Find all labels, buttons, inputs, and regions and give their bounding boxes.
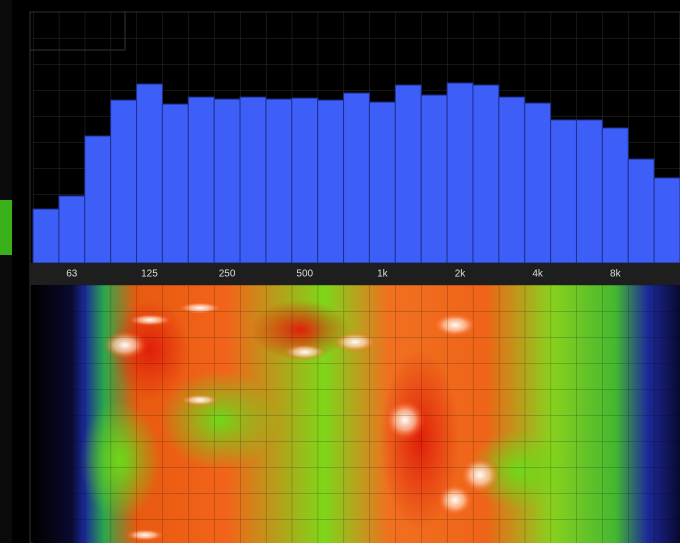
bar <box>32 208 60 264</box>
bar <box>110 99 138 264</box>
bar <box>161 103 189 264</box>
bar <box>343 92 370 264</box>
bar <box>653 177 680 264</box>
x-tick-label: 250 <box>219 269 236 280</box>
spectrogram <box>33 285 680 543</box>
bar <box>291 97 319 264</box>
bar <box>627 158 655 264</box>
bar <box>84 135 112 264</box>
bar <box>601 127 629 264</box>
bar <box>498 96 526 264</box>
bar <box>213 98 241 264</box>
side-meter <box>0 200 12 255</box>
spectrogram-grid <box>33 285 680 543</box>
bar <box>524 102 552 264</box>
bar <box>317 99 345 264</box>
bar <box>446 82 474 264</box>
bar <box>136 83 163 264</box>
bar <box>550 119 577 264</box>
x-tick-label: 63 <box>66 269 78 280</box>
bar <box>239 96 267 264</box>
x-tick-label: 2k <box>455 269 467 280</box>
x-tick-label: 125 <box>141 269 158 280</box>
x-tick-label: 8k <box>610 269 622 280</box>
bar <box>368 101 396 264</box>
axis-band <box>30 263 680 285</box>
bar <box>472 84 500 264</box>
bar <box>420 94 448 264</box>
side-panel <box>0 0 12 543</box>
bar <box>394 84 422 264</box>
bar <box>187 96 215 264</box>
x-tick-label: 1k <box>377 269 389 280</box>
x-tick-label: 500 <box>296 269 313 280</box>
bar <box>575 119 603 264</box>
bar <box>265 98 293 264</box>
bar <box>58 195 86 264</box>
x-tick-label: 4k <box>532 269 544 280</box>
bars <box>32 82 680 264</box>
x-axis: 63 125 250 500 1k 2k 4k 8k <box>66 269 621 280</box>
